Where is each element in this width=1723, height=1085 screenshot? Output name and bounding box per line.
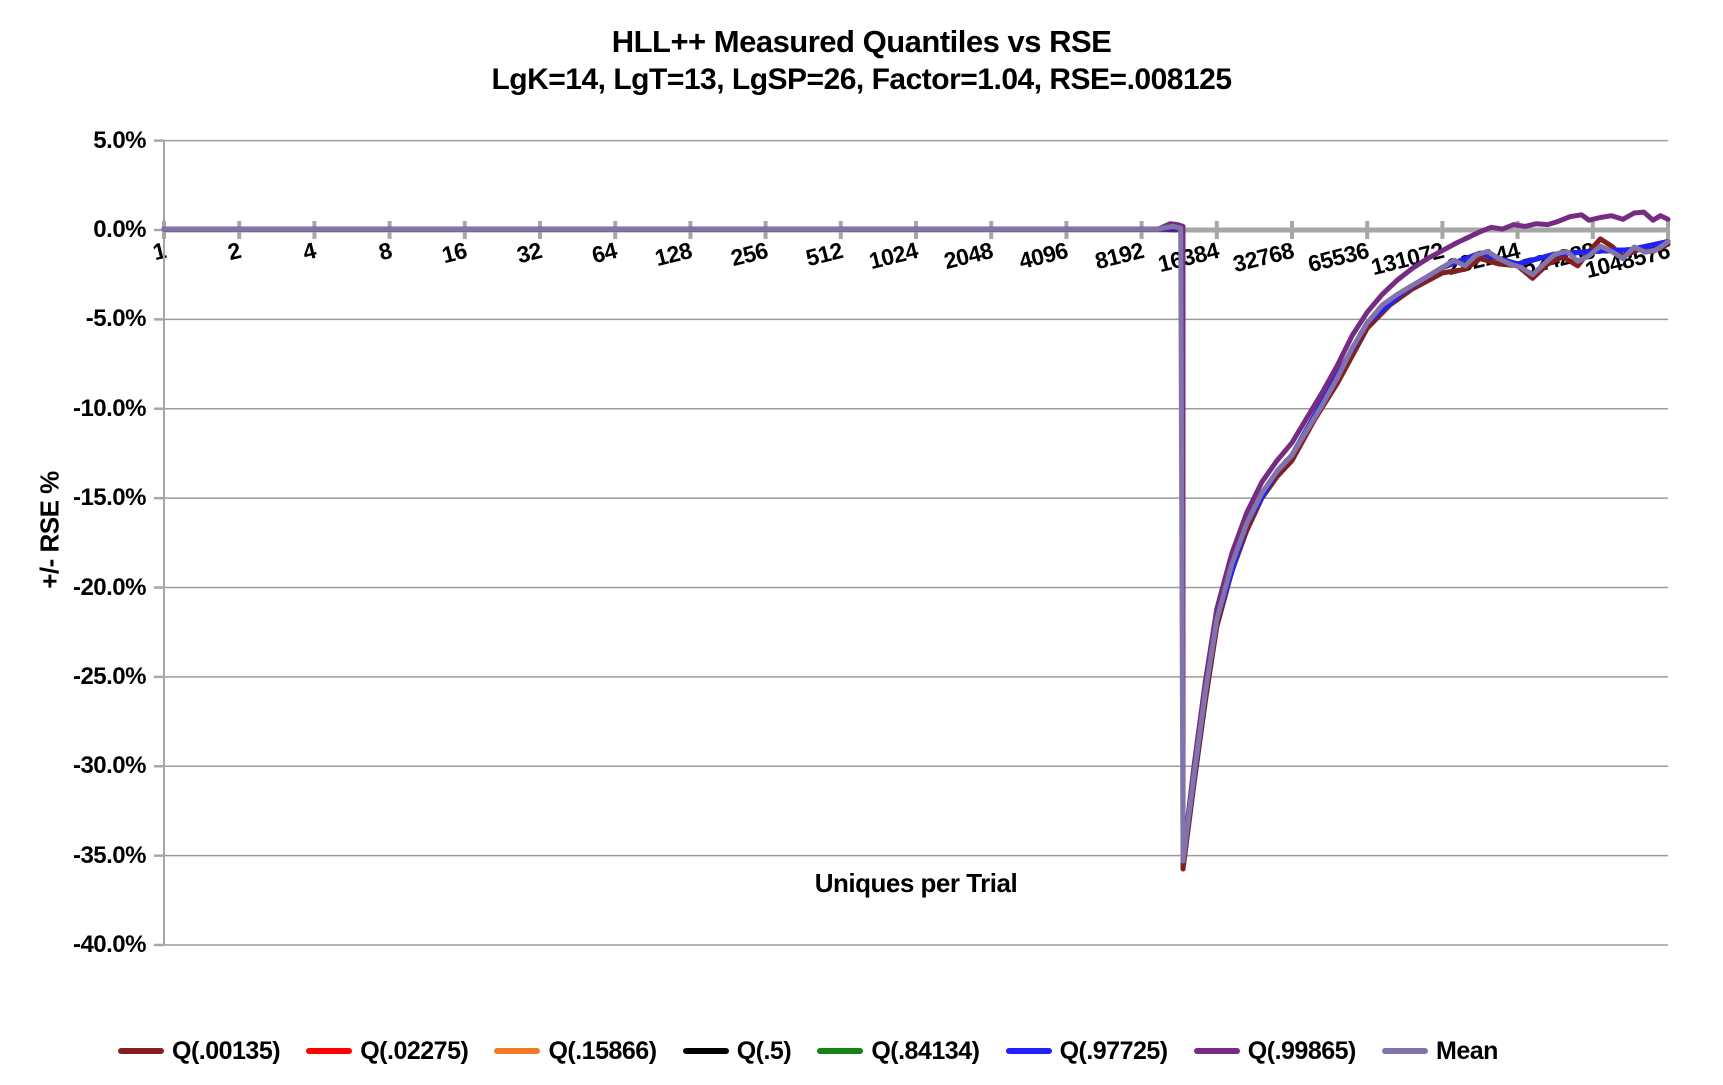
series-line-q84134 [161, 225, 1671, 864]
legend-label: Q(.84134) [871, 1036, 980, 1065]
chart-title: HLL++ Measured Quantiles vs RSE [611, 24, 1112, 59]
legend-item-mean: Mean [1382, 1037, 1498, 1066]
y-tick-label--35.0%: -35.0% [72, 841, 147, 869]
legend-item-q15866: Q(.15866) [494, 1036, 657, 1066]
legend: Q(.00135) Q(.02275) Q(.15866) Q(.5) Q(.84134… [118, 1033, 1498, 1069]
legend-label: Q(.02275) [360, 1036, 469, 1065]
y-tick-label--25.0%: -25.0% [72, 662, 147, 690]
series-line-q15866 [161, 225, 1671, 864]
y-tick-label-0.0%: 0.0% [93, 216, 146, 243]
legend-swatch-icon [1005, 1048, 1052, 1054]
legend-swatch-icon [1382, 1048, 1429, 1054]
legend-swatch-icon [817, 1048, 864, 1054]
legend-swatch-icon [118, 1048, 164, 1054]
series-line-q02275 [161, 225, 1671, 864]
legend-item-q02275: Q(.02275) [306, 1036, 469, 1066]
series-line-q00135 [161, 226, 1671, 872]
legend-item-q84134: Q(.84134) [817, 1036, 980, 1066]
legend-swatch-icon [494, 1048, 541, 1054]
legend-label: Q(.00135) [172, 1036, 281, 1065]
chart-subtitle: LgK=14, LgT=13, LgSP=26, Factor=1.04, RS… [491, 63, 1232, 96]
y-tick-label--15.0%: -15.0% [72, 484, 147, 512]
legend-swatch-icon [306, 1048, 353, 1054]
legend-label: Q(.5) [736, 1036, 792, 1065]
legend-label: Q(.99865) [1247, 1036, 1357, 1065]
y-tick-label--10.0%: -10.0% [72, 394, 147, 422]
y-tick-label--20.0%: -20.0% [72, 573, 147, 601]
y-tick-label--40.0%: -40.0% [72, 931, 147, 958]
y-tick-label-5.0%: 5.0% [93, 126, 146, 154]
y-tick-label--30.0%: -30.0% [72, 752, 147, 780]
legend-swatch-icon [1193, 1048, 1240, 1054]
legend-item-q97725: Q(.97725) [1005, 1036, 1169, 1066]
series-line-q5 [161, 225, 1671, 864]
legend-label: Mean [1436, 1036, 1498, 1065]
legend-item-q99865: Q(.99865) [1193, 1036, 1357, 1066]
x-axis-title: Uniques per Trial [814, 868, 1018, 898]
legend-label: Q(.15866) [548, 1036, 657, 1065]
series-line-q97725 [161, 225, 1671, 864]
legend-item-q00135: Q(.00135) [118, 1036, 281, 1066]
legend-item-q5: Q(.5) [682, 1036, 792, 1066]
y-tick-label--5.0%: -5.0% [85, 305, 147, 333]
legend-swatch-icon [682, 1048, 729, 1054]
legend-label: Q(.97725) [1059, 1036, 1169, 1065]
series-line-mean [161, 223, 1671, 864]
